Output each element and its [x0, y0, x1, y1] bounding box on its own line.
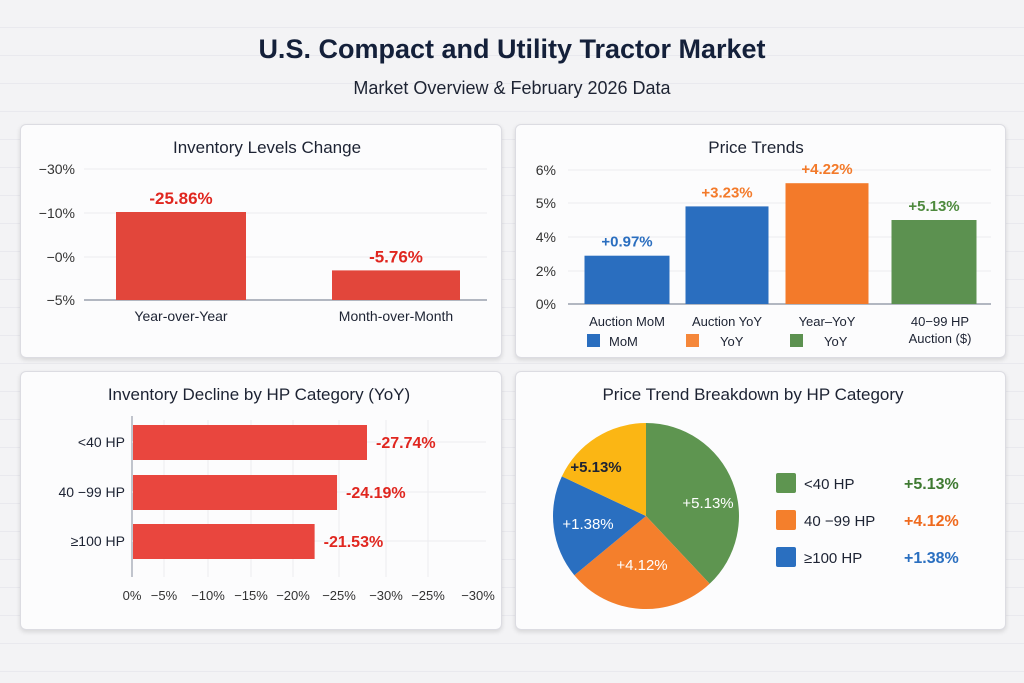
bar — [785, 183, 869, 304]
data-label: +5.13% — [908, 198, 959, 215]
legend-value: +5.13% — [904, 476, 959, 493]
pie-slice — [646, 423, 739, 584]
y-tick-label: 40 −99 HP — [58, 484, 125, 500]
y-tick-label: <40 HP — [78, 434, 125, 450]
data-label: +0.97% — [601, 234, 652, 251]
legend-label: YoY — [720, 334, 744, 349]
page-subtitle: Market Overview & February 2026 Data — [353, 78, 671, 98]
x-tick-label: −30% — [369, 588, 403, 603]
data-label: +3.23% — [701, 184, 752, 201]
x-tick-label: Auction MoM — [589, 314, 665, 329]
price-trends-chart: Price Trends 0% 2% 4% 5% 6% +0.97% Auction MoM +… — [536, 138, 991, 349]
x-tick-label: −5% — [151, 588, 178, 603]
x-tick-label: Year–YoY — [799, 314, 856, 329]
price-trends-card: Price Trends 0% 2% 4% 5% 6% +0.97% Auction MoM +… — [515, 124, 1006, 358]
legend-swatch — [776, 510, 796, 530]
legend-value: +1.38% — [904, 550, 959, 567]
data-label: -27.74% — [376, 435, 436, 452]
pie-slice — [574, 516, 710, 609]
legend-label: <40 HP — [804, 476, 854, 493]
x-tick-label: −30% — [461, 588, 495, 603]
x-tick-label: Month-over-Month — [339, 308, 453, 324]
legend-swatch — [686, 334, 699, 347]
x-tick-label: −25% — [411, 588, 445, 603]
bar — [133, 425, 367, 460]
x-tick-label: Auction YoY — [692, 314, 762, 329]
legend-swatch — [790, 334, 803, 347]
y-tick-label: −10% — [39, 205, 75, 221]
price-breakdown-chart: Price Trend Breakdown by HP Category +5.1… — [553, 385, 959, 609]
inventory-decline-card: Inventory Decline by HP Category (YoY) 0%… — [20, 371, 502, 630]
legend-label: YoY — [824, 334, 848, 349]
data-label: -25.86% — [149, 189, 212, 208]
x-tick-label: −10% — [191, 588, 225, 603]
pie-slice — [561, 423, 646, 516]
inventory-levels-chart: Inventory Levels Change −30% −10% −0% −5% -25… — [39, 138, 487, 324]
y-tick-label: 0% — [536, 296, 556, 312]
bar — [116, 212, 246, 300]
pie-slice — [553, 476, 646, 576]
chart-title: Price Trends — [708, 138, 803, 157]
y-tick-label: 6% — [536, 162, 556, 178]
chart-title: Price Trend Breakdown by HP Category — [602, 385, 904, 404]
bar — [332, 270, 460, 300]
legend-value: +4.12% — [904, 513, 959, 530]
x-tick-label: −25% — [322, 588, 356, 603]
inventory-levels-card: Inventory Levels Change −30% −10% −0% −5% -25… — [20, 124, 502, 358]
bar — [685, 206, 769, 304]
chart-title: Inventory Decline by HP Category (YoY) — [108, 385, 410, 404]
y-tick-label: −0% — [47, 249, 75, 265]
page-title: U.S. Compact and Utility Tractor Market — [258, 34, 766, 64]
data-label: -21.53% — [324, 534, 384, 551]
bar — [133, 475, 338, 510]
data-label: -24.19% — [346, 485, 406, 502]
x-tick-label: −20% — [276, 588, 310, 603]
y-tick-label: −30% — [39, 161, 75, 177]
legend-label: ≥100 HP — [804, 550, 862, 567]
y-tick-label: 4% — [536, 229, 556, 245]
x-tick-label: 40−99 HP Auction ($) — [909, 314, 972, 346]
legend-swatch — [776, 547, 796, 567]
legend-swatch — [587, 334, 600, 347]
data-label: -5.76% — [369, 247, 423, 266]
y-tick-label: 2% — [536, 263, 556, 279]
y-tick-label: −5% — [47, 292, 75, 308]
y-tick-label: 5% — [536, 195, 556, 211]
data-label: +4.22% — [801, 161, 852, 178]
bar — [133, 524, 315, 559]
bar — [584, 255, 670, 304]
slice-label: +5.13% — [682, 495, 733, 512]
x-tick-label: −15% — [234, 588, 268, 603]
slice-label: +5.13% — [570, 459, 621, 476]
y-tick-label: ≥100 HP — [71, 533, 125, 549]
chart-title: Inventory Levels Change — [173, 138, 361, 157]
x-tick-label: 0% — [123, 588, 142, 603]
bar — [891, 220, 977, 304]
legend-label: MoM — [609, 334, 638, 349]
x-tick-label: Year-over-Year — [134, 308, 227, 324]
legend-label: 40 −99 HP — [804, 513, 875, 530]
legend-swatch — [776, 473, 796, 493]
slice-label: +4.12% — [616, 557, 667, 574]
slice-label: +1.38% — [562, 516, 613, 533]
price-breakdown-card: Price Trend Breakdown by HP Category +5.1… — [515, 371, 1006, 630]
inventory-decline-chart: Inventory Decline by HP Category (YoY) 0%… — [58, 385, 495, 603]
